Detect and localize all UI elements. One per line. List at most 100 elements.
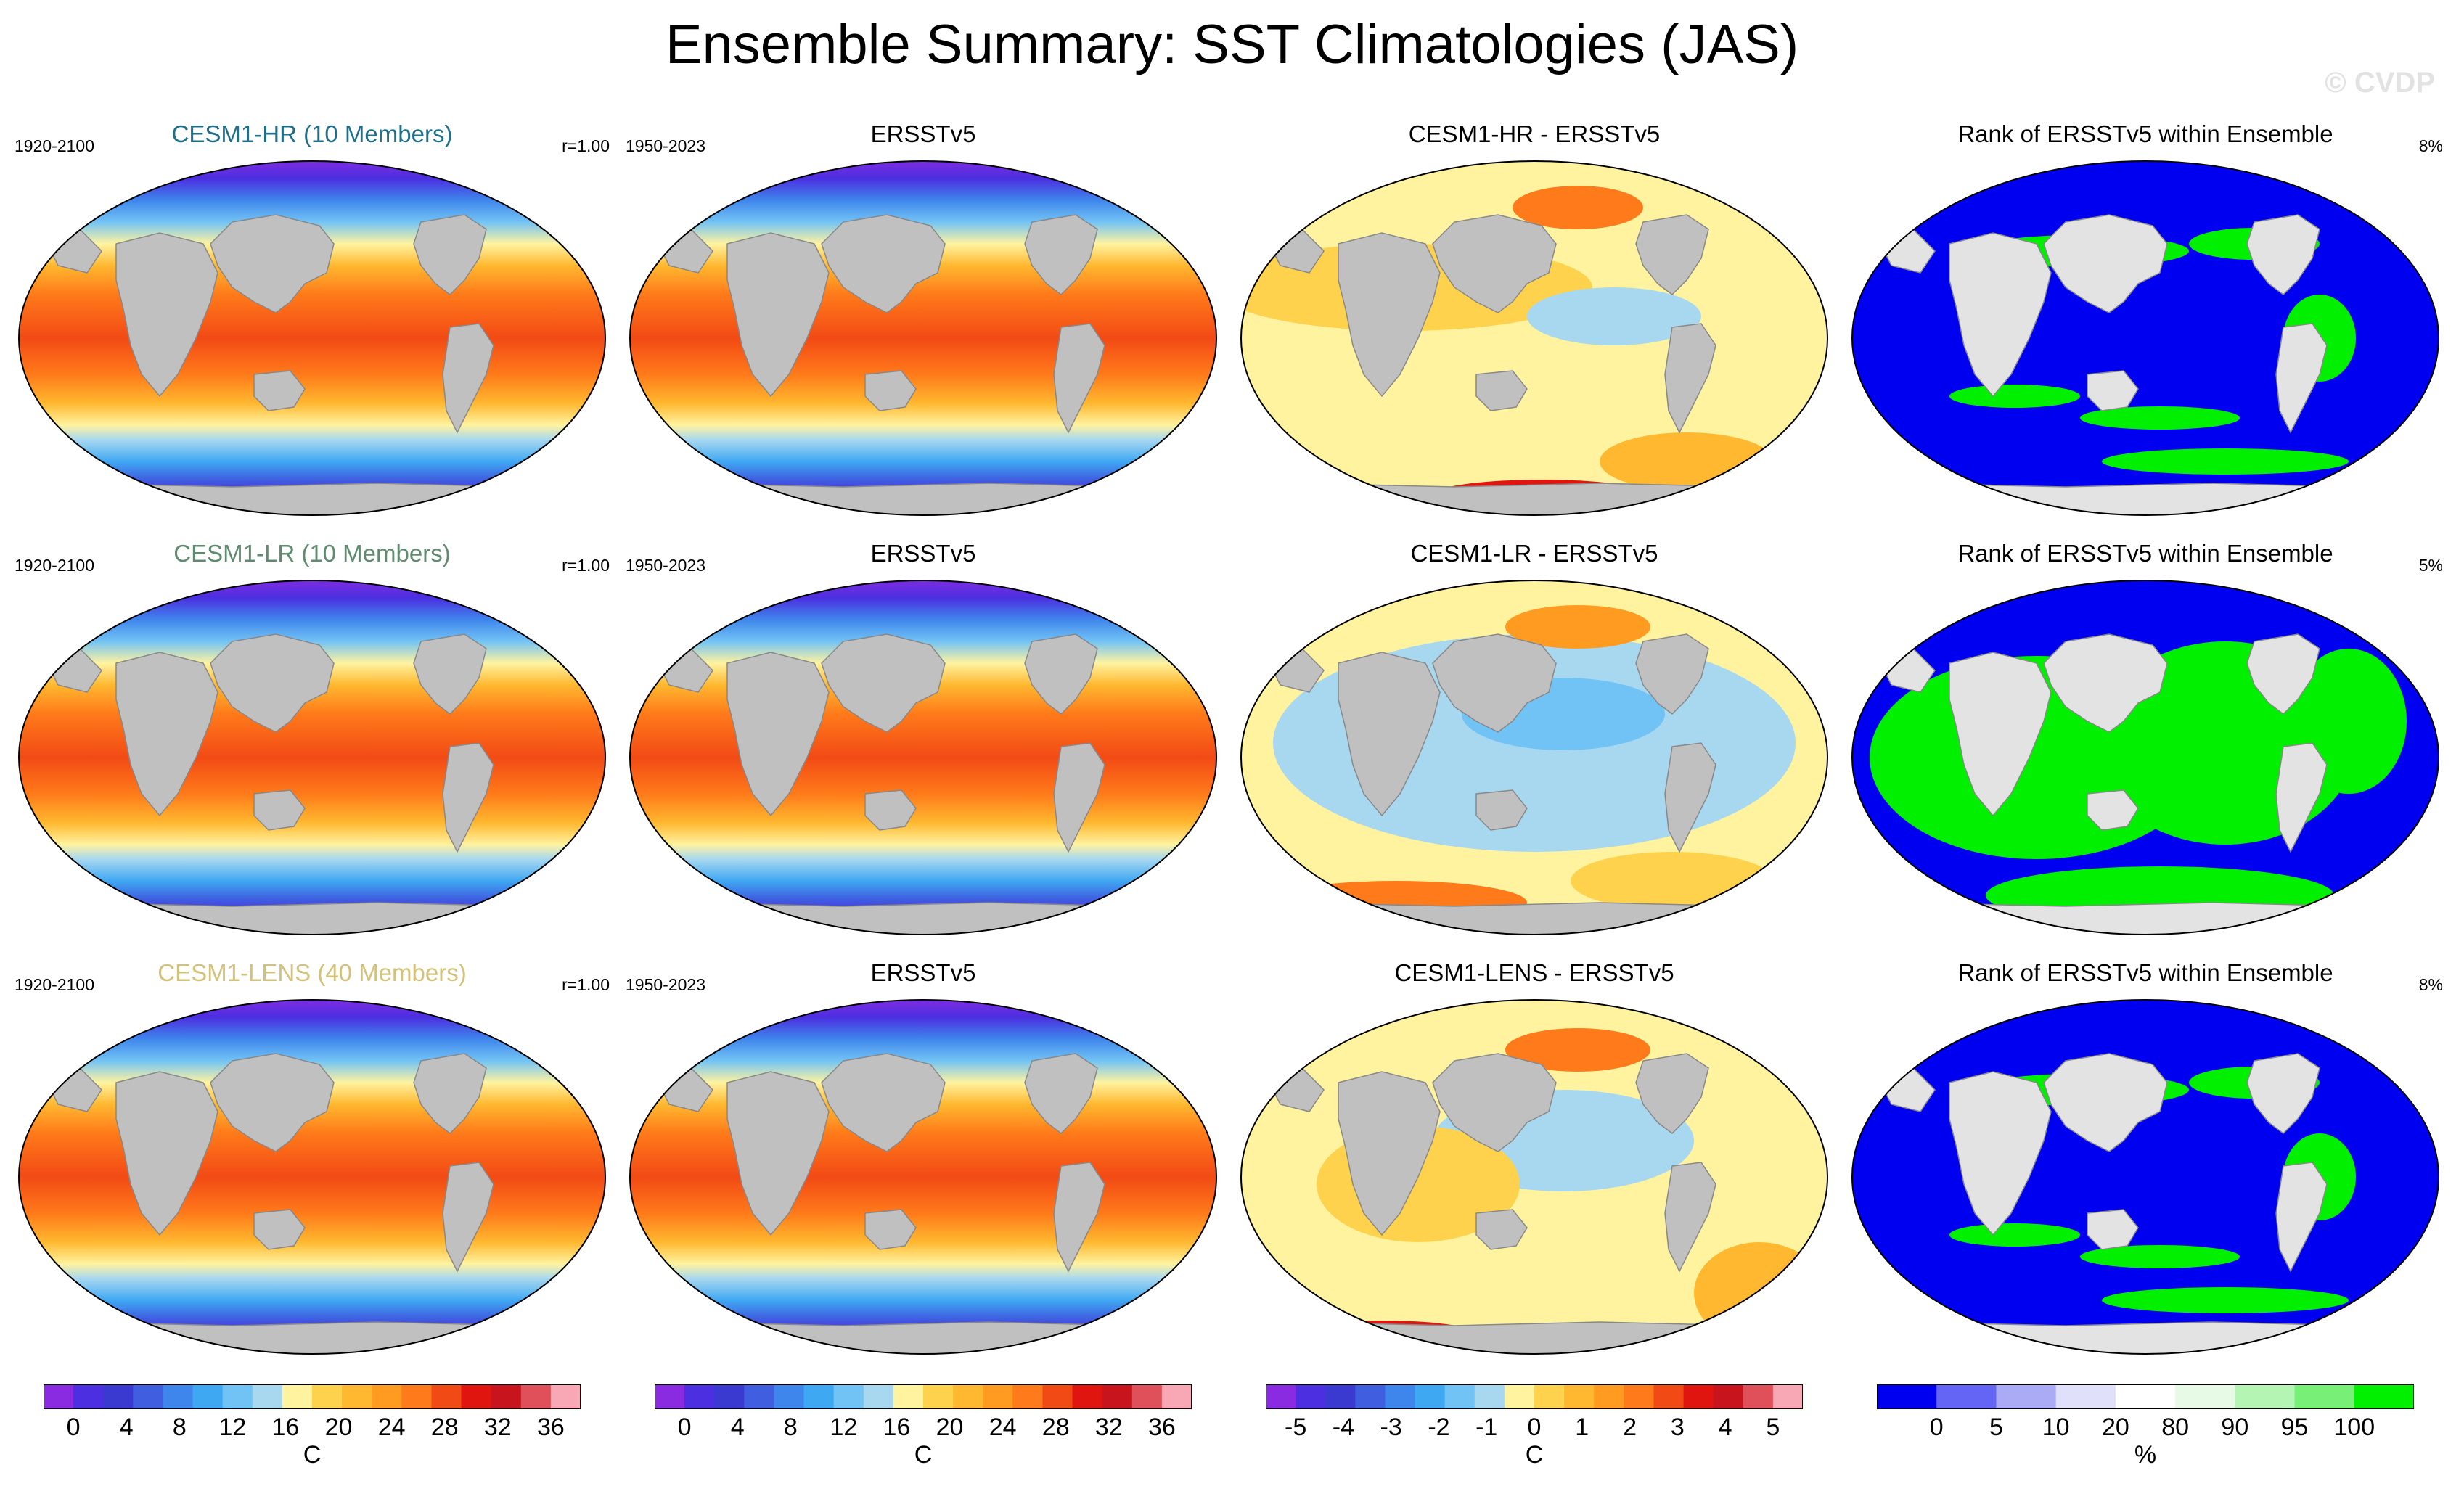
rank-panel-row-1: Rank of ERSSTv5 within Ensemble 8%: [1848, 116, 2443, 522]
colorbar-swatch: [1743, 1384, 1774, 1409]
land-mass: [1053, 742, 1105, 853]
colorbar-tick-label: 4: [119, 1413, 134, 1441]
panel-title: CESM1-LR (10 Members): [173, 540, 451, 567]
globe-outline: [1851, 580, 2439, 935]
sst-colorbar: 0 4 8 12 16 20 24 28 32 36 C: [44, 1384, 639, 1471]
globe-outline: [629, 999, 1217, 1355]
land-mass: [726, 232, 830, 398]
land-mass: [726, 652, 830, 817]
world-map: [15, 157, 610, 523]
land-mass: [1949, 1071, 2052, 1236]
colorbar-swatch: [2175, 1384, 2235, 1409]
colorbar-tick-label: 28: [1041, 1413, 1070, 1441]
colorbar-tick-label: 0: [66, 1413, 81, 1441]
colorbar-tick-label: 0: [677, 1413, 692, 1441]
land-mass: [1475, 789, 1528, 831]
land-mass: [1338, 232, 1441, 398]
land-mass: [210, 633, 335, 733]
land-mass: [864, 1209, 917, 1250]
colorbar-swatch: [372, 1384, 402, 1409]
pattern-correlation: r=1.00: [562, 136, 610, 155]
land-mass: [253, 370, 306, 411]
rank-percent: 8%: [2418, 975, 2443, 994]
colorbar-swatch: [2294, 1384, 2355, 1409]
colorbar-tick-label: 5: [1989, 1413, 2003, 1441]
rank-high-region: [1949, 385, 2080, 408]
panel-title: Rank of ERSSTv5 within Ensemble: [1957, 120, 2333, 147]
colorbar-swatch: [1772, 1384, 1803, 1409]
land-mass: [1475, 1209, 1528, 1250]
colorbar-tick-label: 0: [1527, 1413, 1542, 1441]
land-mass: [821, 1053, 946, 1152]
colorbar-tick-label: 16: [271, 1413, 300, 1441]
colorbar-swatch: [983, 1384, 1013, 1409]
colorbar-swatch: [1385, 1384, 1416, 1409]
ocean-field: [630, 161, 1216, 515]
globe-outline: [1240, 580, 1828, 935]
land-mass: [1635, 214, 1709, 295]
world-map: [626, 576, 1221, 943]
colorbar-swatch: [342, 1384, 372, 1409]
colorbar-swatch: [163, 1384, 194, 1409]
colorbar-tick-label: 10: [2042, 1413, 2070, 1441]
colorbar-tick-label: 36: [1147, 1413, 1176, 1441]
land-mass: [1664, 1162, 1716, 1273]
anomaly-region: [1513, 186, 1643, 229]
rank-percent: 8%: [2418, 136, 2443, 155]
ocean-field: [19, 1000, 605, 1354]
land-mass: [1053, 323, 1105, 434]
model-panel-row-3: CESM1-LENS (40 Members) 1920-2100 r=1.00: [15, 955, 610, 1361]
colorbar-tick-label: 32: [1094, 1413, 1123, 1441]
anomaly-region: [1600, 432, 1774, 490]
panel-period: 1920-2100: [15, 136, 94, 155]
colorbar-swatch: [803, 1384, 835, 1409]
colorbar-tick-label: 95: [2280, 1413, 2309, 1441]
land-mass: [1635, 1053, 1709, 1134]
globe-outline: [18, 160, 606, 516]
land-mass: [442, 1162, 494, 1273]
colorbar-swatch: [550, 1384, 581, 1409]
world-map: [1237, 576, 1832, 943]
colorbar-tick-label: 24: [377, 1413, 406, 1441]
colorbar-tick-label: 28: [430, 1413, 459, 1441]
colorbar-tick-label: 12: [218, 1413, 247, 1441]
obs-panel-row-3: ERSSTv5 1950-2023: [626, 955, 1221, 1361]
anomaly-region: [1505, 605, 1650, 649]
panel-title: CESM1-LR - ERSSTv5: [1410, 540, 1658, 567]
colorbar-unit: C: [303, 1441, 322, 1469]
diff-panel-row-3: CESM1-LENS - ERSSTv5: [1237, 955, 1832, 1361]
land-mass: [1432, 633, 1557, 733]
colorbar-swatch: [491, 1384, 522, 1409]
land-mass: [115, 1071, 218, 1236]
land-mass: [1338, 652, 1441, 817]
rank-percent: 5%: [2418, 556, 2443, 575]
diff-colorbar: -5 -4 -3 -2 -1 0 1 2 3 4 5 C: [1266, 1384, 1861, 1471]
colorbar-swatch: [1713, 1384, 1744, 1409]
land-mass: [1293, 902, 1789, 935]
colorbar-swatch: [73, 1384, 104, 1409]
colorbar-swatch: [655, 1384, 685, 1409]
colorbar-swatch: [1042, 1384, 1073, 1409]
panel-title: Rank of ERSSTv5 within Ensemble: [1957, 540, 2333, 567]
land-mass: [1475, 370, 1528, 411]
land-mass: [2043, 1053, 2168, 1152]
colorbar-tick-label: 36: [536, 1413, 565, 1441]
colorbar-swatch: [774, 1384, 805, 1409]
colorbar-swatch: [684, 1384, 715, 1409]
land-mass: [413, 214, 487, 295]
ocean-field: [19, 161, 605, 515]
land-mass: [1024, 1053, 1098, 1134]
world-map: [1237, 996, 1832, 1362]
colorbar-swatch: [923, 1384, 954, 1409]
globe-outline: [629, 580, 1217, 935]
world-map: [1848, 157, 2443, 523]
land-mass: [442, 323, 494, 434]
obs-panel-row-1: ERSSTv5 1950-2023: [626, 116, 1221, 522]
colorbar-tick-label: 32: [483, 1413, 512, 1441]
colorbar-swatch: [2055, 1384, 2116, 1409]
colorbar-swatch: [1325, 1384, 1356, 1409]
colorbar-tick-label: -4: [1332, 1413, 1354, 1441]
model-panel-row-2: CESM1-LR (10 Members) 1920-2100 r=1.00: [15, 535, 610, 942]
rank-high-region: [2102, 1287, 2349, 1313]
colorbar-tick-label: -3: [1380, 1413, 1402, 1441]
